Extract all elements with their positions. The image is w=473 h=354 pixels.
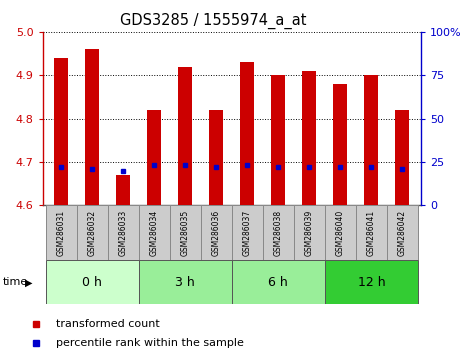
Bar bbox=[147, 110, 161, 205]
Bar bbox=[46, 205, 77, 260]
Bar bbox=[178, 67, 192, 205]
Text: transformed count: transformed count bbox=[56, 319, 159, 329]
Bar bbox=[232, 205, 263, 260]
Text: GSM286037: GSM286037 bbox=[243, 210, 252, 256]
Bar bbox=[77, 205, 108, 260]
Bar bbox=[139, 205, 170, 260]
Bar bbox=[232, 260, 325, 304]
Text: GSM286031: GSM286031 bbox=[57, 210, 66, 256]
Bar bbox=[395, 110, 409, 205]
Bar bbox=[209, 110, 223, 205]
Bar bbox=[333, 84, 347, 205]
Text: 6 h: 6 h bbox=[268, 276, 288, 289]
Text: GSM286038: GSM286038 bbox=[274, 210, 283, 256]
Bar bbox=[108, 205, 139, 260]
Text: ▶: ▶ bbox=[25, 277, 32, 287]
Bar bbox=[240, 62, 254, 205]
Bar bbox=[85, 49, 99, 205]
Bar bbox=[272, 75, 285, 205]
Bar bbox=[364, 75, 378, 205]
Text: 12 h: 12 h bbox=[358, 276, 385, 289]
Text: GSM286041: GSM286041 bbox=[367, 210, 376, 256]
Text: 0 h: 0 h bbox=[82, 276, 102, 289]
Text: percentile rank within the sample: percentile rank within the sample bbox=[56, 338, 244, 348]
Text: time: time bbox=[2, 277, 27, 287]
Bar bbox=[387, 205, 418, 260]
Bar bbox=[263, 205, 294, 260]
Bar bbox=[356, 205, 387, 260]
Bar bbox=[325, 205, 356, 260]
Bar bbox=[54, 58, 68, 205]
Text: GDS3285 / 1555974_a_at: GDS3285 / 1555974_a_at bbox=[120, 12, 306, 29]
Bar bbox=[325, 260, 418, 304]
Text: GSM286035: GSM286035 bbox=[181, 210, 190, 256]
Bar bbox=[139, 260, 232, 304]
Text: GSM286033: GSM286033 bbox=[119, 210, 128, 256]
Bar bbox=[46, 260, 139, 304]
Bar bbox=[201, 205, 232, 260]
Text: GSM286032: GSM286032 bbox=[88, 210, 96, 256]
Bar bbox=[116, 175, 130, 205]
Text: GSM286036: GSM286036 bbox=[212, 210, 221, 256]
Text: GSM286040: GSM286040 bbox=[336, 210, 345, 256]
Text: GSM286042: GSM286042 bbox=[398, 210, 407, 256]
Text: GSM286034: GSM286034 bbox=[150, 210, 159, 256]
Bar bbox=[294, 205, 325, 260]
Bar bbox=[170, 205, 201, 260]
Text: 3 h: 3 h bbox=[175, 276, 195, 289]
Text: GSM286039: GSM286039 bbox=[305, 210, 314, 256]
Bar bbox=[302, 71, 316, 205]
